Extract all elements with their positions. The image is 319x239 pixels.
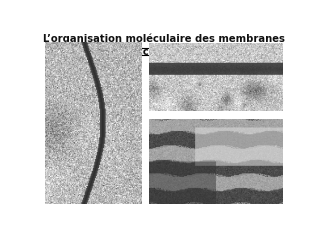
Text: L’organisation moléculaire des membranes
et des matrices extracellulaires: L’organisation moléculaire des membranes… (42, 33, 285, 57)
